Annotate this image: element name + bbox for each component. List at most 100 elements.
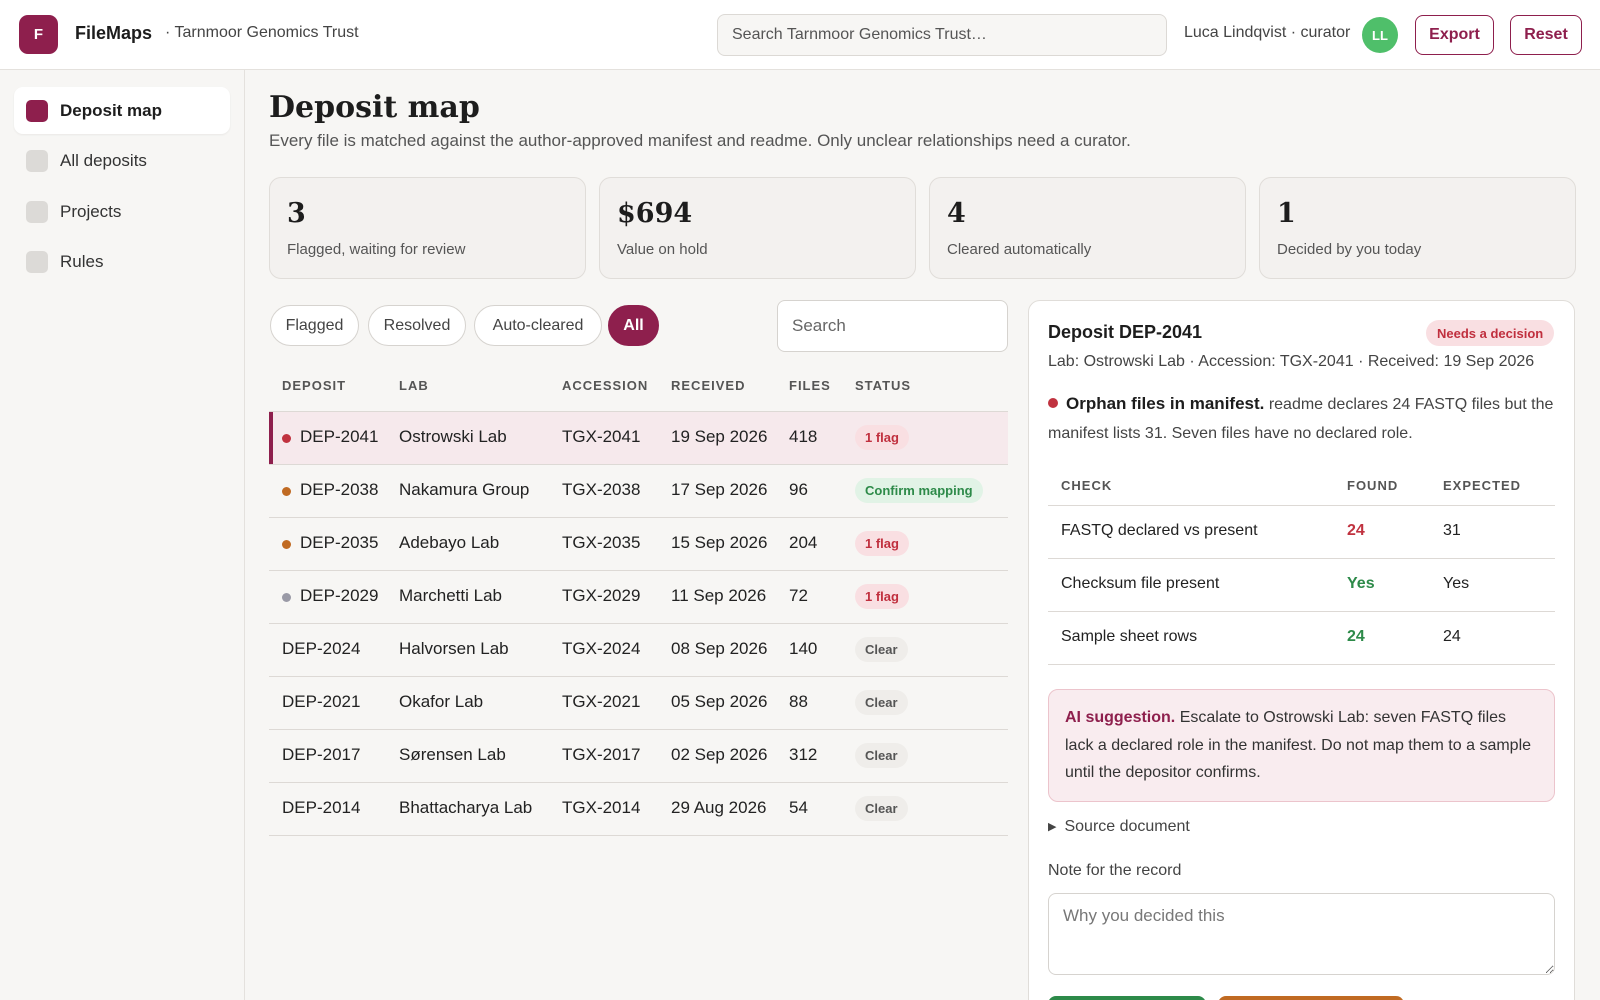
column-header-status[interactable]: STATUS (855, 378, 912, 393)
status-badge: Clear (855, 796, 908, 821)
sidebar-item-rules[interactable]: Rules (14, 238, 230, 285)
column-header-files[interactable]: FILES (789, 378, 831, 393)
table-row[interactable]: DEP-2035 Adebayo Lab TGX-2035 15 Sep 2026 20… (269, 518, 1008, 571)
cell-files: 140 (789, 639, 818, 658)
cell-deposit: DEP-2024 (282, 639, 361, 658)
sidebar-item-all-deposits[interactable]: All deposits (14, 137, 230, 184)
column-header-deposit[interactable]: DEPOSIT (282, 378, 347, 393)
export-button[interactable]: Export (1415, 15, 1494, 55)
status-dot-icon (282, 434, 291, 443)
status-dot-icon (282, 487, 291, 496)
column-header-lab[interactable]: LAB (399, 378, 429, 393)
check-row: Checksum file present Yes Yes (1048, 559, 1555, 612)
cell-deposit: DEP-2038 (300, 480, 379, 499)
column-header-received[interactable]: RECEIVED (671, 378, 746, 393)
table-search-input[interactable] (777, 300, 1008, 352)
disclosure-triangle-icon: ▶ (1048, 821, 1057, 833)
cell-lab: Bhattacharya Lab (399, 798, 533, 817)
rules-icon (26, 250, 48, 273)
check-row: Sample sheet rows 24 24 (1048, 612, 1555, 665)
sidebar-item-projects[interactable]: Projects (14, 188, 230, 235)
cell-files: 418 (789, 427, 818, 446)
filter-chip-auto-cleared[interactable]: Auto-cleared (474, 305, 602, 346)
stat-card-decided: 1 Decided by you today (1259, 177, 1576, 279)
cell-received: 08 Sep 2026 (671, 639, 768, 658)
filter-chip-resolved[interactable]: Resolved (368, 305, 466, 346)
cell-lab: Ostrowski Lab (399, 427, 507, 446)
deposit-detail-panel: Deposit DEP-2041 Needs a decision Lab: O… (1028, 300, 1575, 1000)
stat-value: 3 (287, 198, 306, 229)
status-badge: Needs a decision (1426, 320, 1555, 346)
table-row[interactable]: DEP-2041 Ostrowski Lab TGX-2041 19 Sep 2026… (269, 412, 1008, 465)
check-name: FASTQ declared vs present (1061, 522, 1258, 539)
column-header-expected: EXPECTED (1443, 478, 1522, 493)
app-logo[interactable]: F (19, 15, 58, 54)
note-textarea[interactable] (1048, 893, 1555, 975)
all-deposits-icon (26, 149, 48, 172)
table-row[interactable]: DEP-2024 Halvorsen Lab TGX-2024 08 Sep 2026… (269, 624, 1008, 677)
cell-accession: TGX-2024 (562, 639, 641, 658)
check-found: 24 (1347, 628, 1365, 645)
table-row[interactable]: DEP-2029 Marchetti Lab TGX-2029 11 Sep 2026… (269, 571, 1008, 624)
status-badge: Clear (855, 690, 908, 715)
cell-accession: TGX-2017 (562, 745, 641, 764)
stat-value: 4 (947, 198, 966, 229)
table-row[interactable]: DEP-2021 Okafor Lab TGX-2021 05 Sep 2026 88 C… (269, 677, 1008, 730)
stat-card-cleared: 4 Cleared automatically (929, 177, 1246, 279)
cell-files: 96 (789, 480, 808, 499)
detail-title: Deposit DEP-2041 (1048, 322, 1203, 342)
stat-value: 1 (1277, 198, 1296, 229)
checks-header: CHECK FOUND EXPECTED (1048, 466, 1555, 506)
issue-text: readme declares 24 FASTQ files but the m… (1048, 396, 1554, 442)
sidebar-item-label: Projects (60, 201, 122, 221)
filter-chip-flagged[interactable]: Flagged (270, 305, 359, 346)
cell-received: 29 Aug 2026 (671, 798, 767, 817)
stat-label: Value on hold (617, 241, 708, 258)
cell-lab: Okafor Lab (399, 692, 484, 711)
stat-card-value-on-hold: $694 Value on hold (599, 177, 916, 279)
table-row[interactable]: DEP-2017 Sørensen Lab TGX-2017 02 Sep 2026 3… (269, 730, 1008, 783)
status-dot-icon (282, 540, 291, 549)
check-expected: Yes (1443, 575, 1470, 592)
filter-chip-all[interactable]: All (608, 305, 659, 346)
table-row[interactable]: DEP-2038 Nakamura Group TGX-2038 17 Sep 202… (269, 465, 1008, 518)
checks-table: CHECK FOUND EXPECTED FASTQ declared vs p… (1048, 466, 1555, 665)
note-label: Note for the record (1048, 862, 1182, 879)
column-header-accession[interactable]: ACCESSION (562, 378, 649, 393)
source-document-toggle[interactable]: ▶ Source document (1048, 818, 1190, 836)
cell-accession: TGX-2021 (562, 692, 641, 711)
page-subtitle: Every file is matched against the author… (269, 131, 1131, 150)
deposit-table: DEPOSIT LAB ACCESSION RECEIVED FILES STA… (269, 368, 1008, 836)
table-header: DEPOSIT LAB ACCESSION RECEIVED FILES STA… (269, 368, 1008, 412)
escalate-action-button[interactable] (1218, 996, 1404, 1000)
approve-action-button[interactable] (1048, 996, 1206, 1000)
ai-suggestion-box: AI suggestion. Escalate to Ostrowski Lab… (1048, 689, 1555, 802)
cell-deposit: DEP-2041 (300, 427, 379, 446)
cell-deposit: DEP-2035 (300, 533, 379, 552)
sidebar-item-deposit-map[interactable]: Deposit map (14, 87, 230, 134)
cell-lab: Nakamura Group (399, 480, 530, 499)
status-badge: 1 flag (855, 425, 909, 450)
cell-received: 11 Sep 2026 (671, 586, 767, 605)
top-bar: F FileMaps · Tarnmoor Genomics Trust Luc… (0, 0, 1600, 70)
cell-deposit: DEP-2014 (282, 798, 361, 817)
organization-name: · Tarnmoor Genomics Trust (165, 24, 359, 41)
reset-button[interactable]: Reset (1510, 15, 1582, 55)
issue-description: Orphan files in manifest. readme declare… (1048, 389, 1558, 448)
sidebar-item-label: Rules (60, 251, 104, 271)
status-badge: Clear (855, 743, 908, 768)
ai-suggestion-label: AI suggestion. (1065, 709, 1176, 726)
stat-label: Decided by you today (1277, 241, 1422, 258)
avatar[interactable]: LL (1362, 17, 1398, 53)
global-search-input[interactable] (717, 14, 1167, 56)
user-name: Luca Lindqvist · curator (1184, 24, 1351, 41)
cell-accession: TGX-2035 (562, 533, 641, 552)
ai-suggestion-text: Escalate to Ostrowski Lab: seven FASTQ f… (1065, 709, 1532, 781)
stat-value: $694 (617, 198, 693, 229)
issue-title: Orphan files in manifest. (1066, 394, 1265, 413)
check-name: Checksum file present (1061, 575, 1220, 592)
column-header-found: FOUND (1347, 478, 1399, 493)
stat-label: Cleared automatically (947, 241, 1092, 258)
table-row[interactable]: DEP-2014 Bhattacharya Lab TGX-2014 29 Aug 2… (269, 783, 1008, 836)
check-row: FASTQ declared vs present 24 31 (1048, 506, 1555, 559)
